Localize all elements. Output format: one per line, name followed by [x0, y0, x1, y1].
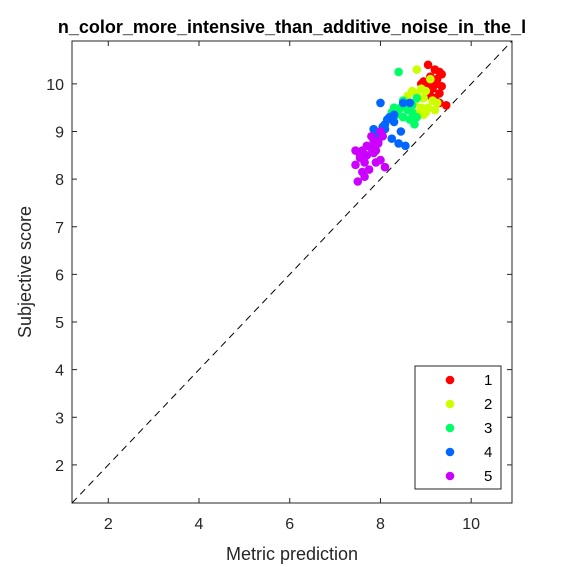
data-point-series-1: [437, 70, 446, 79]
legend-label: 5: [484, 468, 492, 485]
data-point-series-3: [410, 120, 419, 129]
y-tick-label: 9: [55, 124, 64, 141]
data-points: [351, 60, 451, 186]
data-point-series-3: [389, 103, 399, 112]
data-point-series-2: [412, 65, 422, 74]
x-axis-ticks: 2 4 6 8 10: [104, 41, 480, 533]
data-point-series-4: [389, 110, 399, 120]
y-tick-label: 6: [55, 267, 64, 284]
x-tick-label: 8: [376, 516, 385, 533]
legend-marker: [445, 399, 455, 409]
x-axis-label: Metric prediction: [226, 544, 358, 564]
data-point-series-5: [362, 151, 372, 160]
data-point-series-5: [373, 136, 383, 146]
data-point-series-4: [380, 120, 390, 129]
y-axis-ticks: 2 3 4 5 6 7 8 9 10: [46, 77, 512, 475]
data-point-series-4: [396, 127, 406, 136]
y-tick-label: 3: [55, 410, 64, 427]
legend: 1 2 3 4 5: [414, 365, 502, 490]
data-point-series-5: [355, 151, 365, 160]
data-point-series-1: [441, 100, 451, 110]
data-point-series-4: [398, 98, 408, 108]
data-point-series-3: [394, 67, 403, 77]
data-point-series-2: [419, 93, 428, 103]
data-point-series-4: [376, 98, 385, 108]
legend-label: 1: [484, 372, 492, 389]
data-point-series-5: [362, 141, 372, 151]
legend-marker: [445, 447, 455, 457]
data-point-series-2: [430, 105, 440, 115]
data-point-series-4: [401, 141, 410, 151]
y-axis-label: Subjective score: [15, 206, 35, 338]
data-point-series-4: [394, 139, 403, 148]
legend-marker: [445, 423, 455, 433]
y-tick-label: 4: [55, 363, 64, 380]
data-point-series-1: [437, 81, 446, 91]
data-point-series-5: [364, 165, 374, 174]
x-tick-label: 6: [285, 516, 294, 533]
x-tick-label: 4: [195, 516, 204, 533]
data-point-series-3: [412, 93, 422, 103]
chart-title: n_color_more_intensive_than_additive_noi…: [58, 17, 526, 37]
y-tick-label: 8: [55, 172, 64, 189]
legend-label: 4: [484, 444, 492, 461]
y-tick-label: 5: [55, 315, 64, 332]
plot-area: 2 4 6 8 10 2 3 4 5 6 7 8 9 10: [46, 40, 513, 533]
y-tick-label: 7: [55, 220, 64, 237]
data-point-series-4: [405, 98, 415, 108]
data-point-series-1: [423, 60, 433, 70]
legend-label: 3: [484, 420, 492, 437]
data-point-series-5: [376, 155, 385, 165]
y-tick-label: 2: [55, 458, 64, 475]
data-point-series-5: [376, 127, 385, 136]
data-point-series-2: [416, 84, 426, 93]
data-point-series-5: [358, 167, 367, 177]
data-point-series-5: [353, 177, 363, 186]
legend-marker: [445, 375, 455, 385]
legend-box: [414, 365, 502, 490]
data-point-series-2: [432, 98, 442, 108]
data-point-series-4: [387, 134, 397, 143]
legend-marker: [445, 471, 455, 481]
x-tick-label: 2: [104, 516, 113, 533]
identity-reference-line: [71, 40, 513, 504]
x-tick-label: 10: [462, 516, 480, 533]
data-point-series-2: [421, 108, 431, 117]
data-point-series-3: [398, 112, 408, 122]
data-point-series-3: [412, 112, 422, 122]
y-tick-label: 10: [46, 77, 64, 94]
legend-label: 2: [484, 396, 492, 413]
data-point-series-5: [360, 158, 369, 167]
data-point-series-5: [351, 160, 360, 170]
data-point-series-4: [389, 117, 399, 127]
data-point-series-5: [371, 146, 381, 155]
data-point-series-5: [380, 162, 390, 172]
data-point-series-5: [367, 131, 376, 141]
data-point-series-2: [426, 74, 435, 84]
